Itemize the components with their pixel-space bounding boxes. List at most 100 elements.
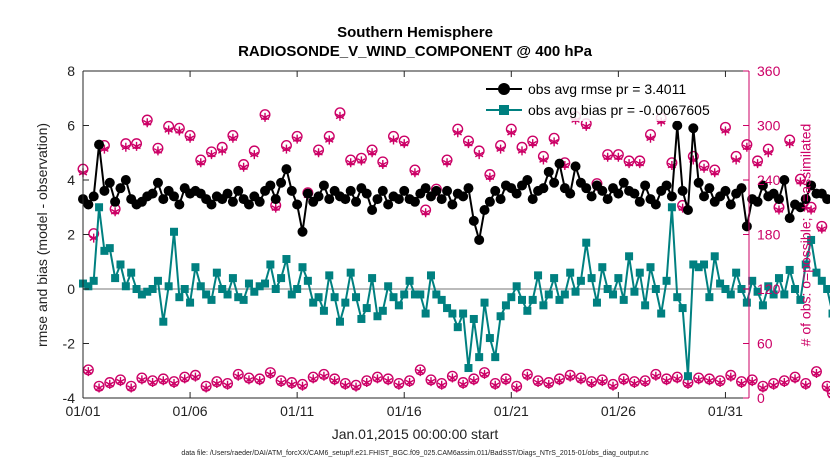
bias-point — [394, 301, 403, 310]
bias-point — [426, 271, 435, 280]
assimilated-obs-point — [458, 379, 468, 389]
bias-point — [132, 285, 141, 293]
bias-point — [566, 268, 575, 277]
rmse-point — [243, 199, 254, 210]
rmse-point — [538, 183, 549, 194]
assimilated-obs-point — [490, 380, 500, 390]
assimilated-obs-point — [217, 146, 227, 156]
assimilated-obs-point — [212, 378, 222, 388]
legend-rmse-marker — [498, 83, 510, 95]
assimilated-obs-point — [394, 380, 404, 390]
rmse-point — [458, 191, 469, 202]
assimilated-obs-point — [480, 369, 489, 379]
assimilated-obs-point — [582, 121, 591, 131]
bias-point — [496, 312, 505, 321]
x-tick-label: 01/16 — [387, 403, 422, 419]
bias-point — [298, 263, 307, 272]
assimilated-obs-point — [442, 158, 452, 168]
rmse-point — [479, 204, 490, 215]
bias-point — [303, 276, 312, 285]
bias-point — [186, 298, 195, 307]
rmse-point — [484, 196, 495, 207]
x-tick-label: 01/26 — [601, 403, 636, 419]
bias-point — [791, 285, 800, 293]
bias-point — [748, 276, 757, 285]
rmse-point — [634, 196, 645, 207]
bias-point — [828, 309, 830, 318]
bias-point — [105, 244, 114, 253]
assimilated-obs-point — [373, 374, 382, 384]
bias-point — [282, 255, 291, 264]
bias-point — [261, 279, 270, 288]
assimilated-obs-point — [523, 371, 532, 381]
assimilated-obs-point — [410, 168, 420, 178]
assimilated-obs-point — [737, 378, 746, 388]
bias-point — [764, 282, 773, 291]
rmse-point — [367, 204, 378, 215]
assimilated-obs-point — [469, 376, 479, 386]
bias-point — [716, 279, 725, 288]
bias-point — [335, 317, 344, 326]
assimilated-obs-point — [817, 224, 827, 234]
bias-point — [175, 293, 184, 302]
assimilated-obs-point — [576, 375, 586, 385]
bias-point — [475, 353, 484, 362]
assimilated-obs-point — [383, 376, 393, 386]
assimilated-obs-point — [239, 162, 248, 172]
bias-point — [576, 276, 585, 285]
rmse-point — [436, 194, 447, 205]
assimilated-obs-point — [448, 373, 457, 383]
rmse-point — [543, 166, 554, 177]
bias-point — [780, 290, 789, 299]
assimilated-obs-point — [474, 150, 484, 160]
bias-point — [785, 265, 794, 274]
y-tick-label-right: 0 — [757, 390, 765, 406]
bias-point — [523, 306, 532, 315]
assimilated-obs-point — [314, 148, 323, 158]
assimilated-obs-point — [651, 371, 661, 381]
assimilated-obs-point — [244, 375, 254, 385]
y-tick-label-right: 60 — [757, 336, 773, 352]
assimilated-obs-point — [335, 111, 345, 121]
rmse-point — [104, 177, 115, 188]
bias-point — [116, 260, 125, 269]
bias-point — [507, 293, 516, 302]
assimilated-obs-point — [544, 379, 554, 389]
rmse-point — [206, 199, 217, 210]
assimilated-obs-point — [84, 367, 93, 377]
rmse-point — [629, 188, 640, 199]
rmse-point — [570, 161, 581, 172]
assimilated-obs-point — [378, 160, 388, 170]
assimilated-obs-point — [159, 376, 168, 386]
assimilated-obs-point — [298, 381, 307, 391]
assimilated-obs-point — [351, 382, 361, 392]
assimilated-obs-point — [142, 118, 152, 128]
y-axis-label-left: rmse and bias (model - observation) — [34, 122, 50, 347]
y-tick-label-right: 300 — [757, 118, 781, 134]
y-tick-label-right: 120 — [757, 281, 781, 297]
bias-point — [689, 260, 698, 269]
rmse-point — [613, 188, 624, 199]
x-axis-label: Jan.01,2015 00:00:00 start — [331, 426, 499, 442]
bias-point — [801, 260, 810, 269]
y-tick-label-right: 360 — [757, 63, 781, 79]
rmse-point — [522, 175, 533, 185]
rmse-point — [741, 221, 752, 232]
assimilated-obs-point — [399, 139, 409, 149]
bias-point — [368, 274, 377, 283]
assimilated-obs-point — [619, 376, 628, 386]
rmse-point — [393, 194, 404, 205]
assimilated-obs-point — [132, 141, 141, 151]
bias-point — [271, 285, 280, 293]
rmse-point — [442, 185, 453, 196]
rmse-point — [682, 204, 693, 215]
rmse-point — [495, 194, 506, 205]
assimilated-obs-point — [630, 378, 639, 388]
bias-point — [121, 282, 130, 291]
assimilated-obs-point — [774, 205, 784, 215]
rmse-point — [699, 191, 710, 202]
assimilated-obs-point — [110, 207, 120, 217]
assimilated-obs-point — [180, 374, 189, 384]
bias-point — [453, 323, 462, 332]
